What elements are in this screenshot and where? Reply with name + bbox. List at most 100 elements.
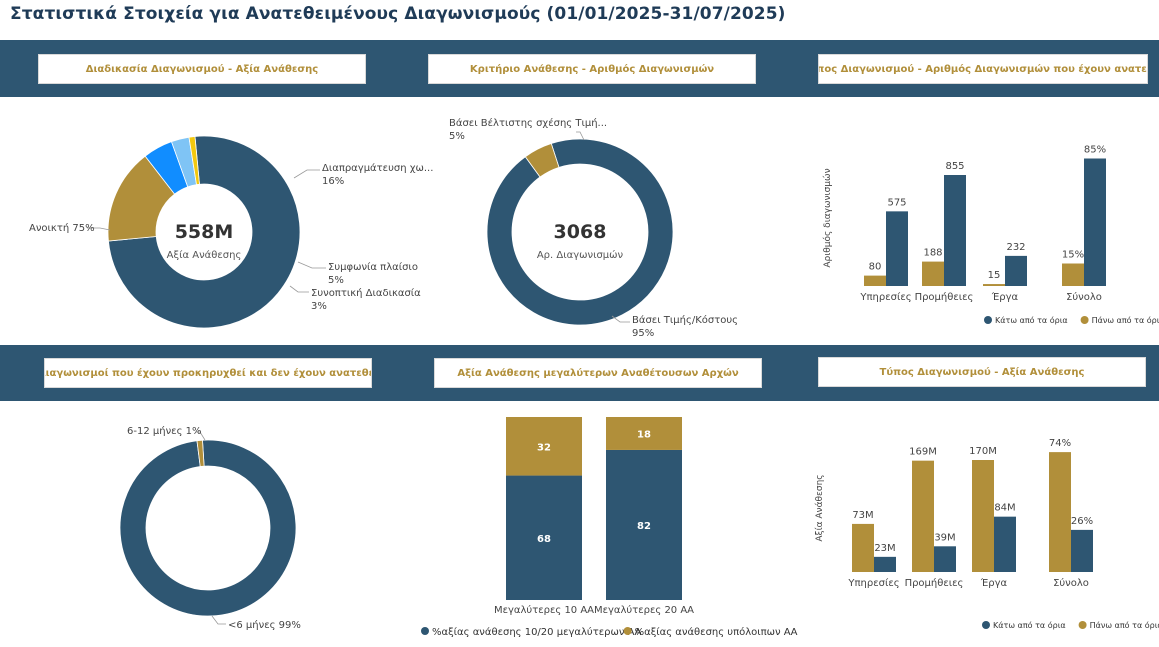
y-axis-title: Αριθμός διαγωνισμών (822, 168, 833, 267)
x-tick-label: Υπηρεσίες (859, 291, 911, 303)
donut-center-value: 558M (175, 221, 234, 243)
donut-slice (524, 143, 560, 178)
bar (994, 516, 1016, 572)
bar-data-label: 855 (945, 161, 964, 172)
legend-label: Κάτω από τα όρια (995, 315, 1068, 325)
bar-data-label: 188 (923, 248, 942, 259)
legend-marker (623, 627, 632, 635)
x-tick-label: Υπηρεσίες (847, 577, 899, 589)
bar (983, 284, 1005, 286)
donut-slice-label: 6-12 μήνες 1% (127, 425, 201, 437)
bar (1084, 158, 1106, 286)
donut-slice-percent: 16% (322, 176, 344, 187)
panel-title-criterion-count: Κριτήριο Ανάθεσης - Αριθμός Διαγωνισμών (428, 54, 756, 84)
bar (886, 211, 908, 286)
bar (1062, 263, 1084, 286)
bar-data-label: 23M (874, 543, 895, 554)
bar (922, 261, 944, 286)
donut-slice-percent: 95% (632, 328, 654, 339)
x-tick-label: Μεγαλύτερες 10 ΑΑ (494, 604, 594, 616)
donut-leader-line (576, 131, 585, 141)
bar-data-label: 169M (909, 447, 937, 458)
bar-chart-type-value: 73M 23M Υπηρεσίες 169M 39M Προμήθειες 170M 84M Έ… (815, 438, 1159, 630)
donut-leader-line (211, 615, 226, 625)
x-tick-label: Μεγαλύτερες 20 ΑΑ (594, 604, 694, 616)
donut-leader-line (611, 315, 630, 323)
legend-marker (1080, 316, 1089, 324)
donut-slice-label: Ανοικτή 75% (29, 222, 95, 234)
donut-leader-line (293, 169, 320, 179)
donut-slice-label: Συμφωνία πλαίσιο (328, 261, 418, 273)
x-tick-label: Προμήθειες (915, 291, 974, 303)
bar (852, 523, 874, 572)
legend-label: Κάτω από τα όρια (993, 620, 1066, 630)
bar (934, 546, 956, 572)
donut-slice-label: Βάσει Τιμής/Κόστους (632, 314, 738, 326)
panel-title-type-value: Τύπος Διαγωνισμού - Αξία Ανάθεσης (818, 357, 1146, 387)
bar-data-label: 84M (994, 503, 1015, 514)
x-tick-label: Σύνολο (1066, 291, 1102, 303)
bar (912, 460, 934, 572)
panel-title-type-count: Τύπος Διαγωνισμού - Αριθμός Διαγωνισμών … (818, 54, 1148, 84)
donut-leader-line (196, 431, 206, 441)
bar-data-label: 82 (637, 521, 651, 532)
legend-label: Πάνω από τα όρια (1090, 620, 1159, 630)
donut-center-label: Αξία Ανάθεσης (167, 249, 242, 261)
donut-center-label: Αρ. Διαγωνισμών (537, 249, 624, 261)
bar-data-label: 39M (934, 532, 955, 543)
legend-marker (1078, 621, 1087, 629)
bar (1071, 529, 1093, 572)
legend-marker (421, 627, 429, 635)
bar-data-label: 26% (1071, 516, 1093, 527)
panel-title-pending-tenders: Διαγωνισμοί που έχουν προκηρυχθεί και δε… (44, 358, 372, 388)
stacked-bar-segment (506, 475, 582, 600)
x-tick-label: Έργα (980, 577, 1008, 589)
legend-marker (982, 621, 990, 629)
legend-marker (984, 316, 992, 324)
legend-label: %αξίας ανάθεσης υπόλοιπων ΑΑ (635, 626, 798, 638)
panel-title-procedure-value: Διαδικασία Διαγωνισμού - Αξία Ανάθεσης (38, 54, 366, 84)
bar-data-label: 74% (1049, 438, 1071, 449)
donut-slice (188, 135, 200, 186)
stacked-bar-chart-authorities: 68 32 Μεγαλύτερες 10 ΑΑ 82 18 Μεγαλύτερες 20 … (421, 417, 798, 638)
donut-leader-line (297, 261, 326, 269)
donut-slice (107, 135, 301, 329)
donut-slice-percent: 3% (311, 301, 327, 312)
stacked-bar-segment (506, 417, 582, 476)
bar-data-label: 15 (988, 270, 1001, 281)
panel-title-largest-authorities: Αξία Ανάθεσης μεγαλύτερων Αναθέτουσων Αρ… (434, 358, 762, 388)
y-axis-title: Αξία Ανάθεσης (815, 474, 825, 541)
donut-leader-line (289, 285, 309, 293)
page-title: Στατιστικά Στοιχεία για Ανατεθειμένους Δ… (10, 4, 786, 24)
stacked-bar-segment (606, 449, 682, 600)
bar (864, 275, 886, 286)
bar-data-label: 68 (537, 534, 551, 545)
donut-slice-label: <6 μήνες 99% (228, 619, 301, 631)
bar (972, 460, 994, 572)
bar-data-label: 232 (1006, 242, 1025, 253)
bar-data-label: 80 (869, 262, 882, 273)
bar-data-label: 575 (887, 197, 906, 208)
x-tick-label: Σύνολο (1053, 577, 1089, 589)
x-tick-label: Έργα (991, 291, 1019, 303)
donut-leader-line (87, 227, 111, 231)
donut-slice-percent: 5% (449, 131, 465, 142)
bar-data-label: 18 (637, 429, 651, 440)
donut-chart-procedure: 558M Αξία Ανάθεσης Ανοικτή 75% Διαπραγμάτευ… (29, 135, 433, 329)
bar (1005, 255, 1027, 286)
x-tick-label: Προμήθειες (905, 577, 964, 589)
donut-center-value: 3068 (554, 221, 607, 243)
legend-label: %αξίας ανάθεσης 10/20 μεγαλύτερων ΑΑ (432, 626, 641, 638)
bar-chart-type-count: 80 575 Υπηρεσίες 188 855 Προμήθειες 15 232 Έργα 1… (822, 145, 1159, 326)
donut-chart-pending: 6-12 μήνες 1% <6 μήνες 99% (119, 425, 301, 631)
donut-slice-percent: 5% (328, 275, 344, 286)
donut-slice-label: Συνοπτική Διαδικασία (311, 287, 421, 299)
donut-chart-criterion: 3068 Αρ. Διαγωνισμών Βάσει Βέλτιστης σχέση… (449, 117, 738, 339)
donut-slice-label: Διαπραγμάτευση χω... (322, 162, 433, 174)
bar-data-label: 73M (852, 510, 873, 521)
donut-slice (486, 138, 674, 326)
bar (874, 556, 896, 572)
bar-data-label: 15% (1062, 250, 1084, 261)
stacked-bar-segment (606, 417, 682, 450)
bar-data-label: 170M (969, 446, 997, 457)
